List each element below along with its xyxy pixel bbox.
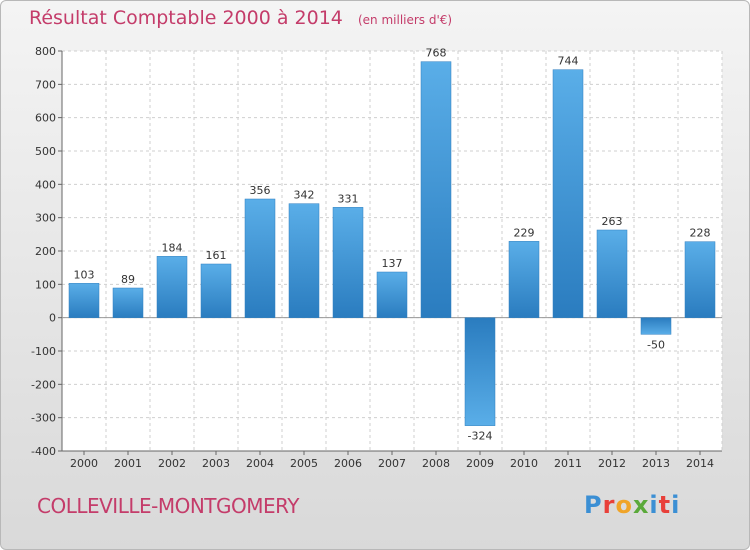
x-tick-label: 2008 — [422, 457, 450, 470]
bar-2005 — [288, 203, 320, 318]
data-label-2013: -50 — [647, 338, 665, 351]
data-label-2012: 263 — [602, 215, 623, 228]
x-tick-label: 2003 — [202, 457, 230, 470]
bar-2007 — [376, 271, 408, 318]
bar-2010 — [508, 241, 540, 318]
y-tick-label: 400 — [35, 178, 56, 191]
bar-2014 — [684, 241, 716, 318]
logo-letter: t — [658, 491, 672, 519]
bar-2008 — [420, 61, 452, 318]
logo-letter: i — [671, 491, 681, 519]
x-tick-label: 2004 — [246, 457, 274, 470]
data-label-2005: 342 — [294, 189, 315, 202]
x-tick-label: 2002 — [158, 457, 186, 470]
y-tick-label: 700 — [35, 78, 56, 91]
commune-name: COLLEVILLE-MONTGOMERY — [37, 494, 300, 518]
y-tick-label: -300 — [31, 412, 56, 425]
x-tick-label: 2013 — [642, 457, 670, 470]
data-label-2008: 768 — [426, 47, 447, 60]
bar-2002 — [156, 256, 188, 318]
y-tick-label: 100 — [35, 278, 56, 291]
data-label-2006: 331 — [338, 192, 359, 205]
logo-letter: P — [584, 491, 603, 519]
logo-letter: o — [615, 491, 633, 519]
logo-letter: i — [649, 491, 659, 519]
y-tick-label: 0 — [49, 312, 56, 325]
x-tick-label: 2011 — [554, 457, 582, 470]
data-label-2011: 744 — [558, 55, 579, 68]
chart-title: Résultat Comptable 2000 à 2014 — [29, 7, 343, 29]
data-label-2000: 103 — [74, 268, 95, 281]
title-row: Résultat Comptable 2000 à 2014 (en milli… — [29, 7, 452, 29]
data-labels: 103 89 184 161 356 342 331 137 768 -324 229 744 263 -… — [74, 47, 711, 443]
y-tick-label: 800 — [35, 45, 56, 58]
bar-2013 — [640, 317, 672, 335]
x-tick-label: 2001 — [114, 457, 142, 470]
data-label-2001: 89 — [121, 273, 135, 286]
x-tick-label: 2000 — [70, 457, 98, 470]
x-tick-label: 2010 — [510, 457, 538, 470]
logo-letter: r — [602, 491, 616, 519]
bar-2001 — [112, 287, 144, 318]
data-label-2009: -324 — [468, 430, 493, 443]
x-tick-label: 2012 — [598, 457, 626, 470]
bar-2003 — [200, 263, 232, 318]
bar-2009 — [464, 317, 496, 426]
y-tick-label: 200 — [35, 245, 56, 258]
proxiti-logo: Proxiti — [584, 491, 680, 519]
bar-2004 — [244, 198, 276, 318]
chart-subtitle: (en milliers d'€) — [357, 13, 453, 27]
x-tick-label: 2014 — [686, 457, 714, 470]
data-label-2004: 356 — [250, 184, 271, 197]
y-tick-label: 600 — [35, 112, 56, 125]
bar-2012 — [596, 229, 628, 318]
y-tick-label: -100 — [31, 345, 56, 358]
bar-2011 — [552, 69, 584, 318]
bar-2000 — [68, 283, 100, 318]
y-tick-label: -400 — [31, 445, 56, 458]
y-tick-label: -200 — [31, 378, 56, 391]
data-label-2003: 161 — [206, 249, 227, 262]
data-label-2007: 137 — [382, 257, 403, 270]
data-label-2002: 184 — [162, 241, 183, 254]
data-label-2014: 228 — [690, 227, 711, 240]
data-label-2010: 229 — [514, 226, 535, 239]
bar-2006 — [332, 207, 364, 318]
x-tick-label: 2007 — [378, 457, 406, 470]
x-tick-label: 2005 — [290, 457, 318, 470]
x-tick-label: 2009 — [466, 457, 494, 470]
y-tick-label: 300 — [35, 212, 56, 225]
y-tick-label: 500 — [35, 145, 56, 158]
x-tick-label: 2006 — [334, 457, 362, 470]
logo-letter: x — [632, 491, 650, 519]
bars — [68, 61, 716, 426]
